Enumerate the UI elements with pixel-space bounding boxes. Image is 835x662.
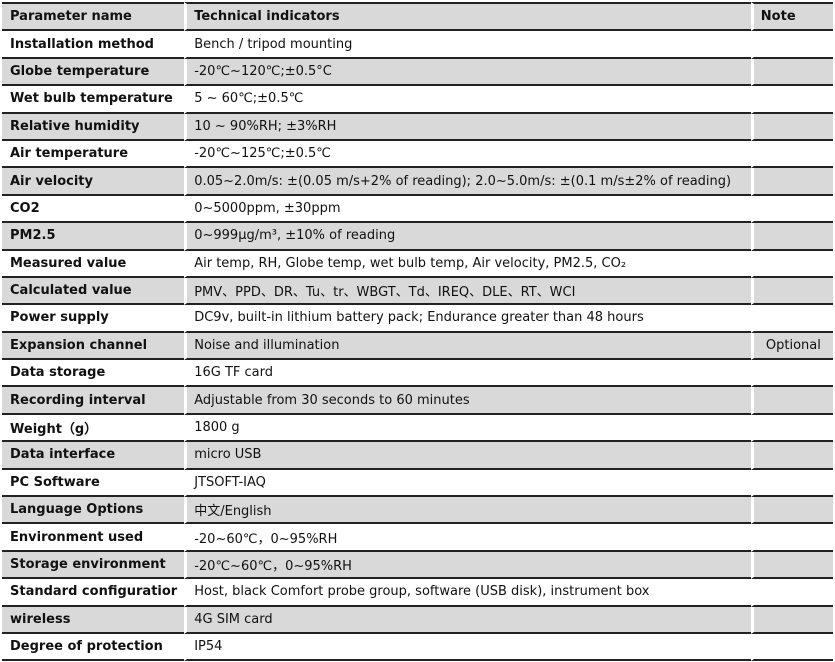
table-row: Air temperature -20℃~125℃;±0.5℃ [2,140,833,169]
parameter-name-cell: Environment used [2,524,185,552]
note-cell [750,387,833,415]
parameter-name-cell: Expansion channel [2,332,185,361]
technical-indicator-cell: -20℃~125℃;±0.5℃ [184,140,751,169]
table-row: Power supply DC9v, built-in lithium batte… [2,305,833,333]
table-row: PM2.5 0~999μg/m³, ±10% of reading [2,223,833,251]
parameter-name-cell: Recording interval [2,387,185,415]
note-cell [750,360,833,388]
technical-indicator-cell: 1800 g [184,414,751,443]
technical-indicator-cell: Bench / tripod mounting [184,31,751,59]
technical-indicator-cell: micro USB [184,442,751,470]
technical-indicator-cell: 5 ~ 60℃;±0.5℃ [184,86,751,114]
parameter-name-cell: Installation method [2,31,185,59]
table-row: wireless 4G SIM card [2,606,833,634]
note-cell [750,469,833,498]
parameter-name-cell: Measured value [2,251,185,278]
note-cell [750,277,833,306]
parameter-name-cell: Wet bulb temperature [2,86,185,114]
header-note: Note [750,2,833,32]
table-row: Language Options 中文/English [2,497,833,525]
note-cell [750,579,833,607]
table-header-row: Parameter name Technical indicators Note [2,2,833,32]
parameter-name-cell: Language Options [2,497,185,525]
note-cell [750,606,833,634]
note-cell [750,31,833,59]
technical-indicator-cell: 4G SIM card [184,606,751,634]
technical-indicator-cell: 16G TF card [184,360,751,388]
technical-indicator-cell: 中文/English [184,497,751,525]
header-technical-indicators: Technical indicators [184,2,751,32]
parameter-name-cell: PC Software [2,470,185,498]
technical-indicator-cell: Air temp, RH, Globe temp, wet bulb temp,… [184,250,751,278]
technical-indicator-cell: Adjustable from 30 seconds to 60 minutes [184,387,751,415]
note-cell [750,442,833,470]
table-row: Degree of protection IP54 [2,633,833,662]
note-cell [750,86,833,114]
parameter-name-cell: Standard configuratior [2,579,185,607]
technical-indicator-cell: -20~60℃，0~95%RH [184,524,751,552]
table-row: Storage environment -20℃~60℃，0~95%RH [2,551,833,580]
technical-indicator-cell: JTSOFT-IAQ [184,469,751,498]
table-row: Recording interval Adjustable from 30 sec… [2,387,833,415]
technical-indicator-cell: -20℃~120℃;±0.5°C [184,58,751,87]
note-cell [750,140,833,169]
technical-indicator-cell: 0.05~2.0m/s: ±(0.05 m/s+2% of reading); … [184,168,751,196]
parameter-name-cell: CO2 [2,196,185,224]
parameter-name-cell: wireless [2,606,185,634]
parameter-name-cell: Power supply [2,305,185,333]
technical-indicator-cell: 0~5000ppm, ±30ppm [184,195,751,224]
note-cell [750,524,833,552]
table-row: Standard configuratior Host, black Comfor… [2,579,833,607]
note-cell [750,414,833,443]
technical-indicator-cell: IP54 [184,633,751,662]
note-cell [750,168,833,196]
table-row: Globe temperature -20℃~120℃;±0.5°C [2,58,833,87]
table-row: Calculated value PMV、PPD、DR、Tu、tr、WBGT、T… [2,277,833,306]
note-cell [750,113,833,141]
table-row: Measured value Air temp, RH, Globe temp, … [2,250,833,278]
table-row: Expansion channel Noise and illumination O… [2,332,833,361]
parameter-name-cell: Data interface [2,442,185,470]
parameter-name-cell: Air temperature [2,141,185,169]
technical-indicator-cell: Noise and illumination [184,332,751,361]
table-row: Installation method Bench / tripod mounti… [2,31,833,59]
note-cell [750,497,833,525]
note-cell [750,195,833,224]
parameter-name-cell: Globe temperature [2,58,185,87]
table-row: Data storage 16G TF card [2,360,833,388]
table-row: Wet bulb temperature 5 ~ 60℃;±0.5℃ [2,86,833,114]
table-row: PC Software JTSOFT-IAQ [2,469,833,498]
technical-indicator-cell: -20℃~60℃，0~95%RH [184,551,751,580]
note-cell: Optional [750,332,833,361]
note-cell [750,633,833,662]
technical-indicator-cell: Host, black Comfort probe group, softwar… [184,579,751,607]
parameter-name-cell: Relative humidity [2,113,185,141]
note-cell [750,250,833,278]
table-row: Data interface micro USB [2,442,833,470]
note-cell [750,223,833,251]
technical-indicator-cell: 0~999μg/m³, ±10% of reading [184,223,751,251]
technical-indicator-cell: PMV、PPD、DR、Tu、tr、WBGT、Td、IREQ、DLE、RT、WCI [184,277,751,306]
note-cell [750,305,833,333]
parameter-name-cell: PM2.5 [2,223,185,251]
note-cell [750,551,833,580]
table-row: Relative humidity 10 ~ 90%RH; ±3%RH [2,113,833,141]
parameter-name-cell: Data storage [2,360,185,388]
parameter-name-cell: Calculated value [2,277,185,306]
table-row: Weight（g） 1800 g [2,414,833,443]
table-row: CO2 0~5000ppm, ±30ppm [2,195,833,224]
parameter-name-cell: Storage environment [2,551,185,580]
parameter-name-cell: Air velocity [2,168,185,196]
technical-indicator-cell: 10 ~ 90%RH; ±3%RH [184,113,751,141]
table-row: Environment used -20~60℃，0~95%RH [2,524,833,552]
table-row: Air velocity 0.05~2.0m/s: ±(0.05 m/s+2% o… [2,168,833,196]
header-parameter-name: Parameter name [2,2,185,32]
technical-indicator-cell: DC9v, built-in lithium battery pack; End… [184,305,751,333]
parameter-name-cell: Degree of protection [2,634,185,662]
note-cell [750,58,833,87]
parameter-name-cell: Weight（g） [2,415,185,443]
